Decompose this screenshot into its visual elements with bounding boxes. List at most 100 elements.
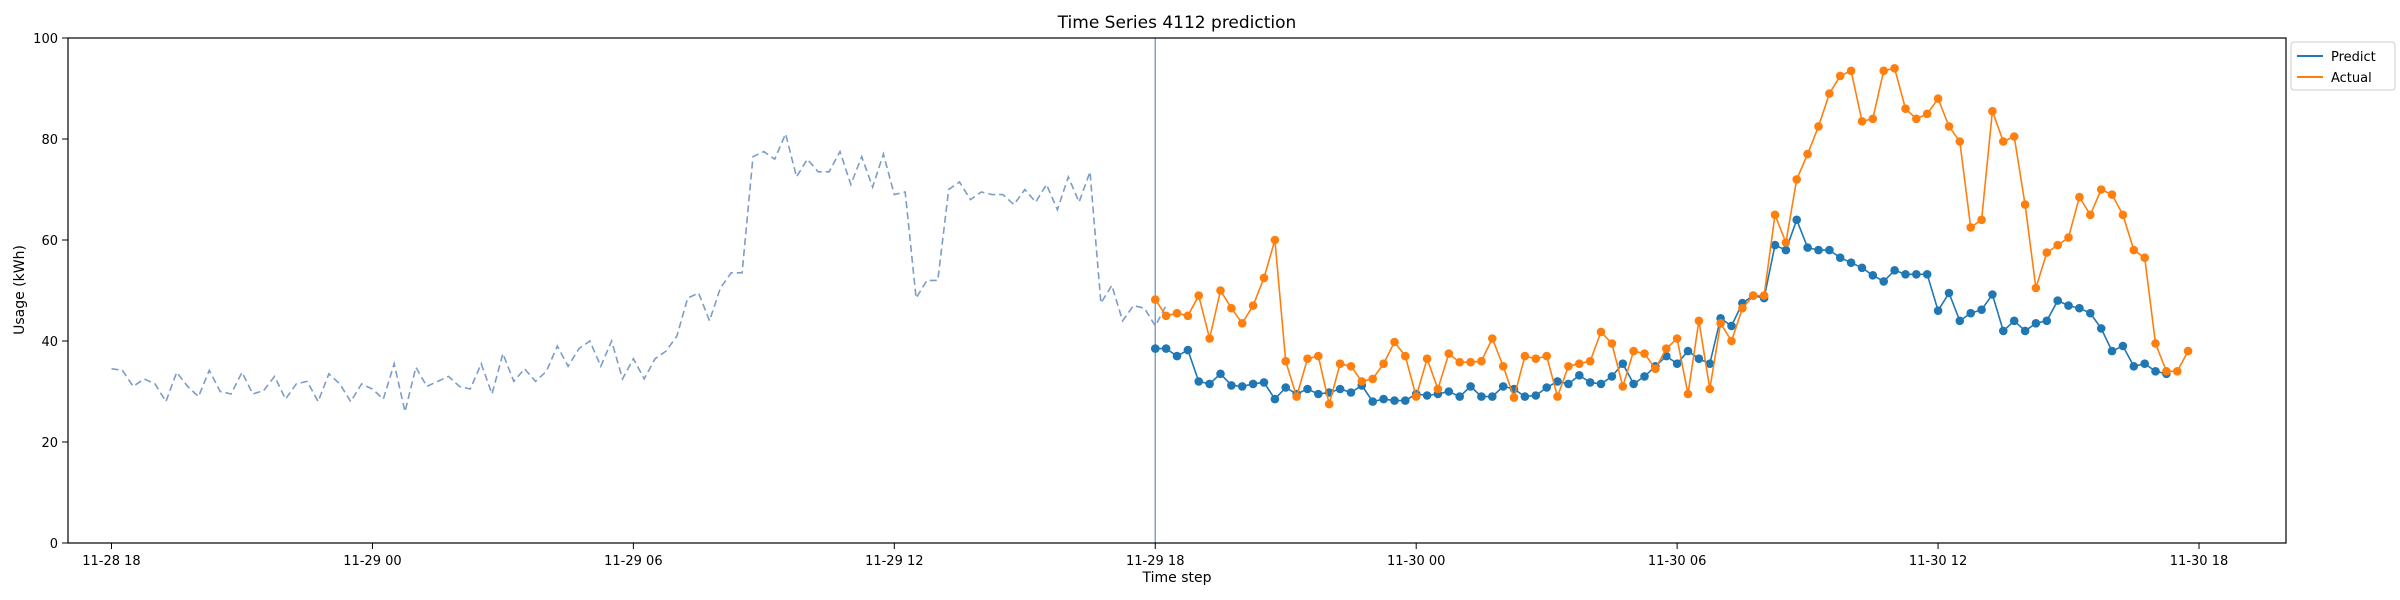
predict-point	[1488, 392, 1497, 401]
actual-point	[1694, 316, 1704, 326]
actual-point	[1205, 334, 1214, 343]
predict-point	[1781, 245, 1791, 255]
y-tick-label: 20	[41, 436, 58, 451]
actual-point	[2031, 283, 2041, 293]
predict-point	[1825, 245, 1834, 255]
actual-point	[1607, 339, 1617, 348]
predict-point	[1466, 382, 1475, 391]
predict-point	[2107, 346, 2117, 356]
actual-point	[1509, 393, 1519, 402]
predict-point	[1205, 379, 1214, 389]
actual-point	[1151, 295, 1160, 304]
predict-point	[1553, 377, 1562, 386]
actual-point	[2042, 248, 2052, 257]
actual-point	[1977, 215, 1986, 225]
actual-point	[1564, 362, 1573, 371]
predict-point	[1444, 387, 1454, 396]
actual-point	[1281, 356, 1290, 366]
predict-point	[1368, 397, 1377, 406]
actual-point	[1194, 291, 1203, 300]
predict-point	[2086, 308, 2095, 318]
actual-point	[1237, 319, 1247, 328]
predict-point	[1683, 346, 1693, 356]
actual-point	[1368, 374, 1377, 384]
actual-point	[1705, 384, 1715, 394]
actual-point	[2162, 367, 2171, 376]
actual-point	[2075, 192, 2084, 202]
predict-point	[1814, 245, 1823, 255]
predict-point	[2118, 341, 2128, 351]
actual-point	[1314, 351, 1323, 361]
predict-point	[1857, 263, 1867, 273]
actual-point	[1814, 122, 1823, 131]
actual-point	[1292, 392, 1301, 401]
predict-point	[1401, 396, 1410, 405]
predict-point	[2009, 316, 2019, 326]
predict-point	[2140, 359, 2149, 369]
actual-point	[1346, 362, 1356, 371]
predict-point	[1314, 389, 1323, 399]
actual-point	[1727, 336, 1736, 346]
actual-point	[1227, 303, 1236, 313]
actual-point	[1542, 351, 1551, 361]
predict-point	[1216, 369, 1225, 379]
predict-point	[1248, 379, 1258, 389]
predict-point	[1629, 379, 1638, 389]
actual-point	[1966, 223, 1975, 232]
actual-point	[1846, 66, 1856, 76]
plot-frame	[67, 37, 2287, 544]
actual-point	[1401, 351, 1410, 361]
predict-point	[1705, 359, 1715, 369]
actual-point	[2053, 240, 2062, 250]
actual-point	[1662, 344, 1671, 353]
actual-point	[1716, 319, 1725, 328]
chart-title: Time Series 4112 prediction	[1057, 13, 1297, 33]
y-tick-label: 100	[33, 32, 58, 47]
legend: Predict Actual	[2290, 41, 2396, 91]
predict-point	[1303, 384, 1312, 394]
actual-point	[1781, 238, 1791, 247]
predict-point	[1912, 270, 1921, 279]
actual-point	[1835, 71, 1845, 81]
actual-point	[1379, 359, 1388, 369]
actual-point	[2183, 346, 2193, 356]
predict-point	[2053, 296, 2062, 305]
actual-point	[1488, 334, 1497, 343]
actual-point	[1825, 89, 1834, 98]
actual-point	[1901, 104, 1910, 113]
actual-point	[2129, 245, 2139, 255]
actual-point	[1455, 357, 1464, 367]
actual-point	[1575, 359, 1584, 369]
actual-point	[1498, 362, 1508, 371]
actual-point	[1683, 389, 1693, 399]
actual-point	[1868, 114, 1878, 124]
predict-point	[2096, 324, 2106, 333]
predict-point	[1944, 288, 1954, 298]
actual-point	[1988, 106, 1997, 116]
actual-point	[2064, 233, 2073, 242]
actual-point	[1999, 137, 2008, 146]
predict-point	[2129, 362, 2139, 371]
predict-point	[1607, 372, 1617, 381]
predict-point	[2151, 367, 2160, 376]
x-tick-label: 11-30 12	[1909, 554, 1967, 569]
actual-point	[1172, 308, 1182, 318]
predict-point	[1564, 379, 1573, 389]
actual-point	[1748, 291, 1758, 300]
predict-point	[1988, 290, 1997, 299]
predict-point	[1835, 253, 1845, 262]
x-tick-label: 11-29 18	[1126, 554, 1184, 569]
predict-point	[1161, 344, 1171, 353]
actual-point	[1216, 286, 1225, 295]
predict-point	[1585, 378, 1595, 387]
predict-point	[1640, 372, 1649, 381]
actual-point	[1520, 351, 1530, 361]
y-axis-label: Usage (kWh)	[12, 245, 28, 335]
actual-point	[2118, 210, 2128, 220]
predict-point	[1379, 394, 1388, 404]
actual-point	[1303, 354, 1312, 364]
actual-point	[1672, 334, 1682, 343]
legend-label-actual: Actual	[2331, 71, 2372, 86]
y-tick-label: 80	[41, 133, 58, 148]
